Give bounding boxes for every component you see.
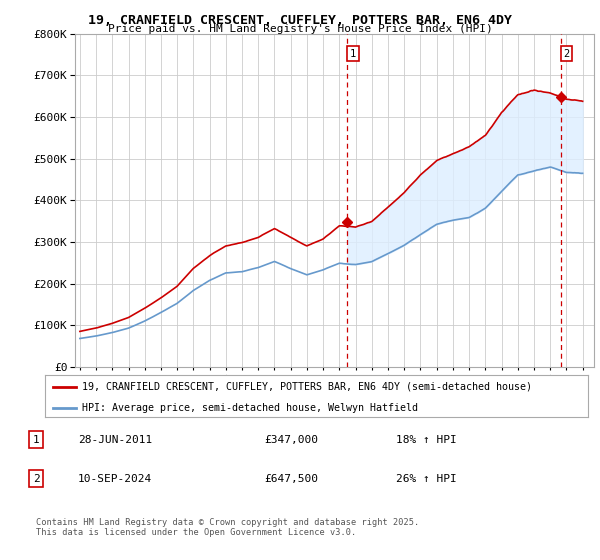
Text: 1: 1 — [32, 435, 40, 445]
Text: Price paid vs. HM Land Registry's House Price Index (HPI): Price paid vs. HM Land Registry's House … — [107, 24, 493, 34]
Text: 2: 2 — [32, 474, 40, 484]
Text: £347,000: £347,000 — [264, 435, 318, 445]
Text: HPI: Average price, semi-detached house, Welwyn Hatfield: HPI: Average price, semi-detached house,… — [82, 403, 418, 413]
Text: 28-JUN-2011: 28-JUN-2011 — [78, 435, 152, 445]
Text: 1: 1 — [350, 49, 356, 59]
Text: Contains HM Land Registry data © Crown copyright and database right 2025.
This d: Contains HM Land Registry data © Crown c… — [36, 518, 419, 538]
Text: 18% ↑ HPI: 18% ↑ HPI — [396, 435, 457, 445]
Text: 2: 2 — [563, 49, 570, 59]
Text: 19, CRANFIELD CRESCENT, CUFFLEY, POTTERS BAR, EN6 4DY (semi-detached house): 19, CRANFIELD CRESCENT, CUFFLEY, POTTERS… — [82, 381, 532, 391]
Text: 26% ↑ HPI: 26% ↑ HPI — [396, 474, 457, 484]
Text: £647,500: £647,500 — [264, 474, 318, 484]
Text: 19, CRANFIELD CRESCENT, CUFFLEY, POTTERS BAR, EN6 4DY: 19, CRANFIELD CRESCENT, CUFFLEY, POTTERS… — [88, 14, 512, 27]
Text: 10-SEP-2024: 10-SEP-2024 — [78, 474, 152, 484]
